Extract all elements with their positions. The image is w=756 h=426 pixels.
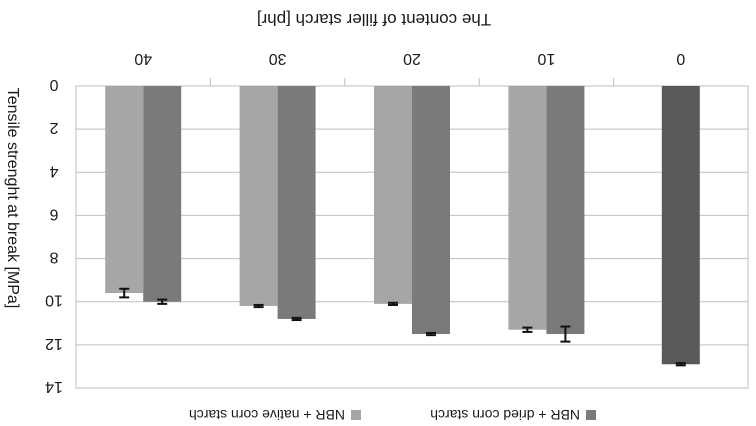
y-axis-ticks: 0 2 4 6 8 10 12 14 <box>45 76 63 395</box>
y-tick-label: 10 <box>45 292 63 309</box>
bars <box>105 86 700 367</box>
bar-native-corn-starch <box>508 86 547 330</box>
bar-dried-corn-starch <box>277 86 316 319</box>
x-axis-title: The content of filler starch [phr] <box>257 10 491 29</box>
x-category-label: 0 <box>676 50 685 67</box>
x-category-label: 30 <box>269 50 287 67</box>
bar-dried-corn-starch <box>661 86 700 365</box>
y-tick-label: 14 <box>45 378 63 395</box>
legend: NBR + dried corn starch NBR + native corn… <box>189 407 596 423</box>
x-category-label: 10 <box>537 50 555 67</box>
bar-native-corn-starch <box>374 86 412 304</box>
legend-swatch <box>351 410 361 420</box>
bar-dried-corn-starch <box>546 86 585 335</box>
x-axis-categories: 0 10 20 30 40 <box>134 50 685 67</box>
legend-swatch <box>586 410 596 420</box>
bar-native-corn-starch <box>239 86 278 307</box>
legend-label: NBR + dried corn starch <box>430 407 580 423</box>
y-tick-label: 12 <box>45 335 63 352</box>
y-tick-label: 8 <box>49 249 58 266</box>
bar-dried-corn-starch <box>412 86 450 335</box>
y-tick-label: 4 <box>49 162 58 179</box>
y-tick-label: 6 <box>49 205 58 222</box>
y-tick-label: 2 <box>49 119 58 136</box>
legend-label: NBR + native corn starch <box>189 407 345 423</box>
bar-native-corn-starch <box>105 86 144 294</box>
bar-dried-corn-starch <box>143 86 182 302</box>
x-category-label: 40 <box>134 50 152 67</box>
y-axis-title: Tensile strenght at break [MPa] <box>4 88 21 309</box>
y-tick-label: 0 <box>49 76 58 93</box>
x-category-label: 20 <box>403 50 421 67</box>
